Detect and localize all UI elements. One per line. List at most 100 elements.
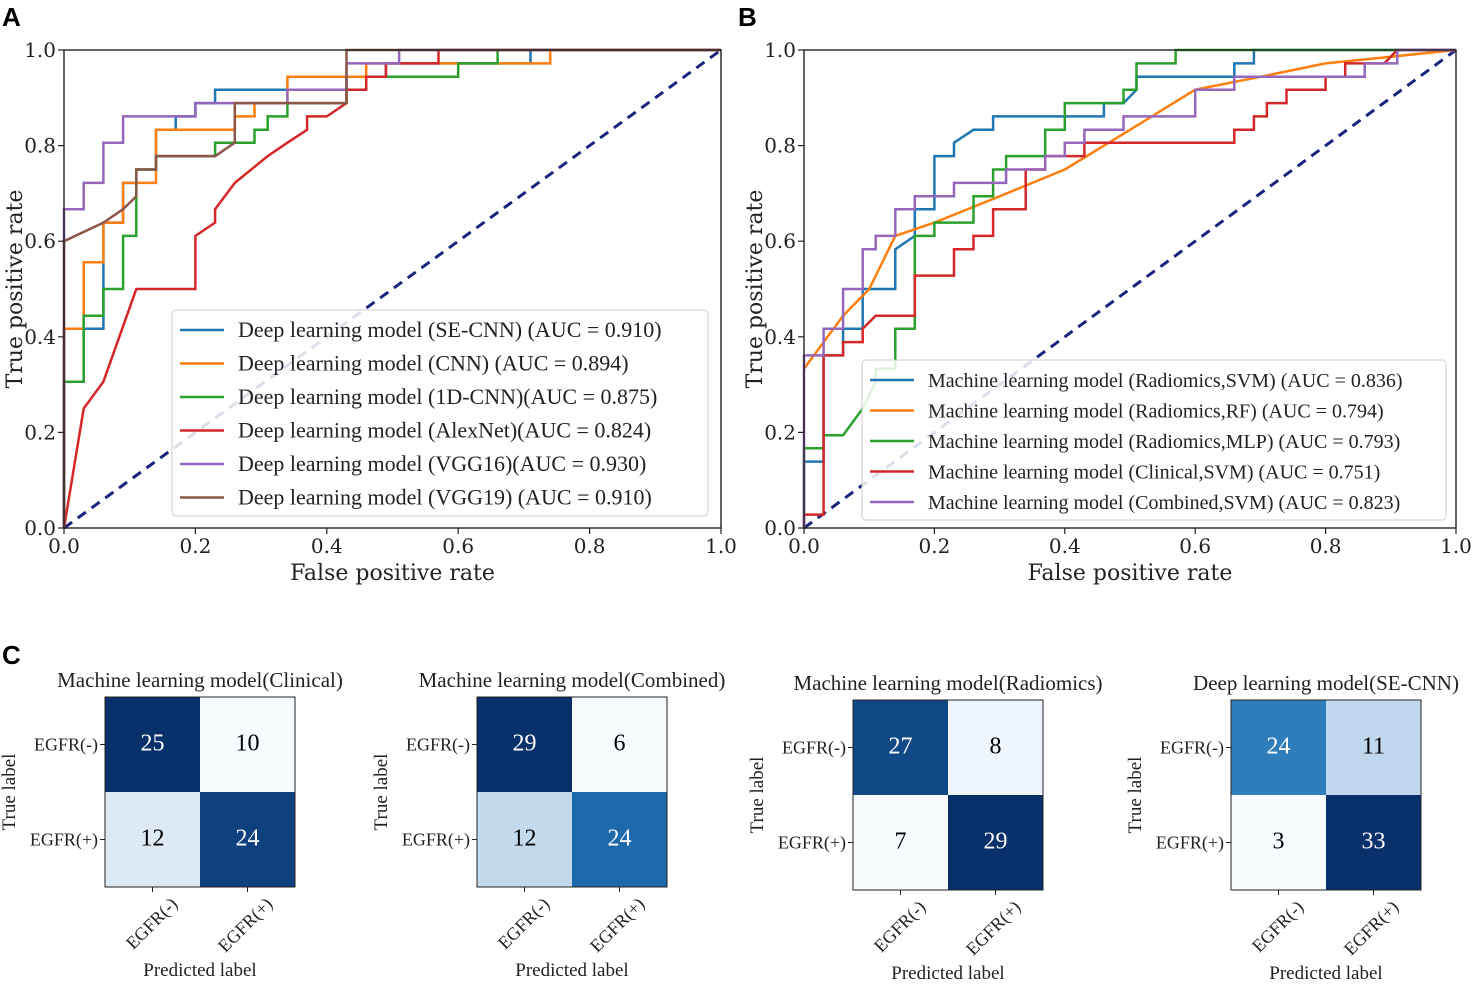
confusion-matrix-radiomics: Machine learning model(Radiomics) 27 8 7 29 E… <box>747 671 1103 984</box>
cm-cell <box>1231 700 1326 795</box>
y-tick-label: 0.0 <box>24 516 56 540</box>
x-axis-label: False positive rate <box>1028 561 1233 586</box>
cm-cell <box>105 697 200 792</box>
x-tick-label: 0.4 <box>1049 534 1081 558</box>
legend-entry: Deep learning model (VGG16)(AUC = 0.930) <box>238 451 646 476</box>
cm-cell-value: 27 <box>889 734 913 760</box>
legend-entry: Deep learning model (1D-CNN)(AUC = 0.875… <box>238 384 657 409</box>
cm-cell-value: 7 <box>895 829 907 855</box>
cm-cell-value: 8 <box>990 734 1002 760</box>
cm-x-axis-label: Predicted label <box>515 960 628 981</box>
roc-curve-1 <box>802 48 1456 528</box>
cm-x-axis-label: Predicted label <box>143 960 256 981</box>
y-tick-label: 1.0 <box>24 38 56 62</box>
x-tick-label: 0.6 <box>1179 534 1211 558</box>
cm-row-label: EGFR(-) <box>1160 738 1224 759</box>
cm-row-label: EGFR(+) <box>402 830 470 851</box>
cm-frame <box>104 696 296 888</box>
legend-entry: Deep learning model (AlexNet)(AUC = 0.82… <box>238 418 651 443</box>
confusion-matrix-combined: Machine learning model(Combined) 29 6 12 24 E… <box>371 668 725 981</box>
cm-y-axis-label: True label <box>0 754 20 831</box>
cm-cell-value: 12 <box>141 826 165 852</box>
cm-cell-value: 10 <box>236 731 260 757</box>
cm-col-label: EGFR(-) <box>122 894 182 954</box>
cm-cell <box>477 792 572 887</box>
cm-col-label: EGFR(-) <box>494 894 554 954</box>
cm-col-label: EGFR(+) <box>1340 897 1403 960</box>
cm-title: Machine learning model(Radiomics) <box>793 671 1102 695</box>
x-tick-label: 0.2 <box>918 534 950 558</box>
x-axis-label: False positive rate <box>290 561 495 586</box>
cm-row-label: EGFR(-) <box>782 738 846 759</box>
y-axis-label: True positive rate <box>3 190 28 389</box>
cm-cell-value: 33 <box>1362 829 1386 855</box>
cm-y-axis-label: True label <box>747 757 768 834</box>
cm-x-axis-label: Predicted label <box>1269 963 1382 984</box>
cm-title: Deep learning model(SE-CNN) <box>1193 671 1459 695</box>
cm-col-label: EGFR(+) <box>214 894 277 957</box>
y-tick-label: 0.4 <box>764 325 796 349</box>
cm-cell <box>572 697 667 792</box>
x-tick-label: 0.6 <box>442 534 474 558</box>
cm-cell-value: 29 <box>513 731 537 757</box>
cm-cell-value: 12 <box>513 826 537 852</box>
cm-cell <box>105 792 200 887</box>
y-tick-label: 0.6 <box>24 229 56 253</box>
cm-cell <box>1326 700 1421 795</box>
cm-cell <box>853 700 948 795</box>
y-tick-label: 0.2 <box>24 420 56 444</box>
y-tick-label: 0.8 <box>24 134 56 158</box>
confusion-matrix-se-cnn: Deep learning model(SE-CNN)24 113 33EGFR(-… <box>1125 671 1459 984</box>
plot-frame <box>63 49 722 529</box>
legend-entry: Deep learning model (SE-CNN) (AUC = 0.91… <box>238 317 662 342</box>
roc-curve-6 <box>62 48 721 528</box>
cm-cell <box>1326 795 1421 890</box>
x-tick-label: 0.8 <box>574 534 606 558</box>
legend-entry: Machine learning model (Radiomics,SVM) (… <box>928 370 1403 392</box>
cm-y-axis-label: True label <box>1125 757 1146 834</box>
cm-cell <box>200 792 295 887</box>
x-tick-label: 0.8 <box>1310 534 1342 558</box>
roc-curve-4 <box>62 48 721 529</box>
legend-box <box>861 359 1447 521</box>
legend-entry: Machine learning model (Clinical,SVM) (A… <box>928 462 1380 484</box>
cm-col-label: EGFR(+) <box>962 897 1025 960</box>
cm-row-label: EGFR(+) <box>1156 833 1224 854</box>
legend-entry: Machine learning model (Radiomics,RF) (A… <box>928 401 1384 423</box>
cm-row-label: EGFR(+) <box>778 833 846 854</box>
legend-box <box>171 309 709 517</box>
x-tick-label: 0.0 <box>788 534 820 558</box>
cm-cell <box>477 697 572 792</box>
panel-letter-a: A <box>2 2 21 32</box>
roc-curve-2 <box>802 48 1457 370</box>
cm-cell-value: 29 <box>984 829 1008 855</box>
cm-row-label: EGFR(-) <box>406 735 470 756</box>
roc-chart-b: 0.0 0.2 0.4 0.6 0.8 1.0 0.0 0.2 0.4 0.6 0.8 1.0 Fals… <box>743 38 1472 586</box>
roc-curve-5 <box>62 48 721 528</box>
y-tick-label: 0.4 <box>24 325 56 349</box>
roc-curve-3 <box>62 48 721 528</box>
cm-cell-value: 24 <box>236 826 260 852</box>
cm-col-label: EGFR(+) <box>586 894 649 957</box>
legend-entry: Machine learning model (Radiomics,MLP) (… <box>928 431 1400 453</box>
cm-cell-value: 3 <box>1273 829 1285 855</box>
cm-cell <box>1231 795 1326 890</box>
y-tick-label: 0.8 <box>764 134 796 158</box>
plot-frame <box>803 49 1457 529</box>
cm-cell-value: 24 <box>1267 734 1291 760</box>
cm-cell <box>948 795 1043 890</box>
legend-entry: Machine learning model (Combined,SVM) (A… <box>928 492 1400 514</box>
legend-entry: Deep learning model (CNN) (AUC = 0.894) <box>238 351 629 376</box>
cm-cell <box>572 792 667 887</box>
panel-letter-b: B <box>738 2 757 32</box>
roc-curve-5 <box>802 48 1456 528</box>
cm-row-label: EGFR(-) <box>34 735 98 756</box>
cm-frame <box>476 696 668 888</box>
cm-cell-value: 11 <box>1362 734 1385 760</box>
confusion-matrix-clinical: Machine learning model(Clinical) 25 10 12 24… <box>0 668 343 981</box>
cm-frame <box>852 699 1044 891</box>
y-axis-label: True positive rate <box>743 190 768 389</box>
cm-frame <box>1230 699 1422 891</box>
cm-x-axis-label: Predicted label <box>891 963 1004 984</box>
